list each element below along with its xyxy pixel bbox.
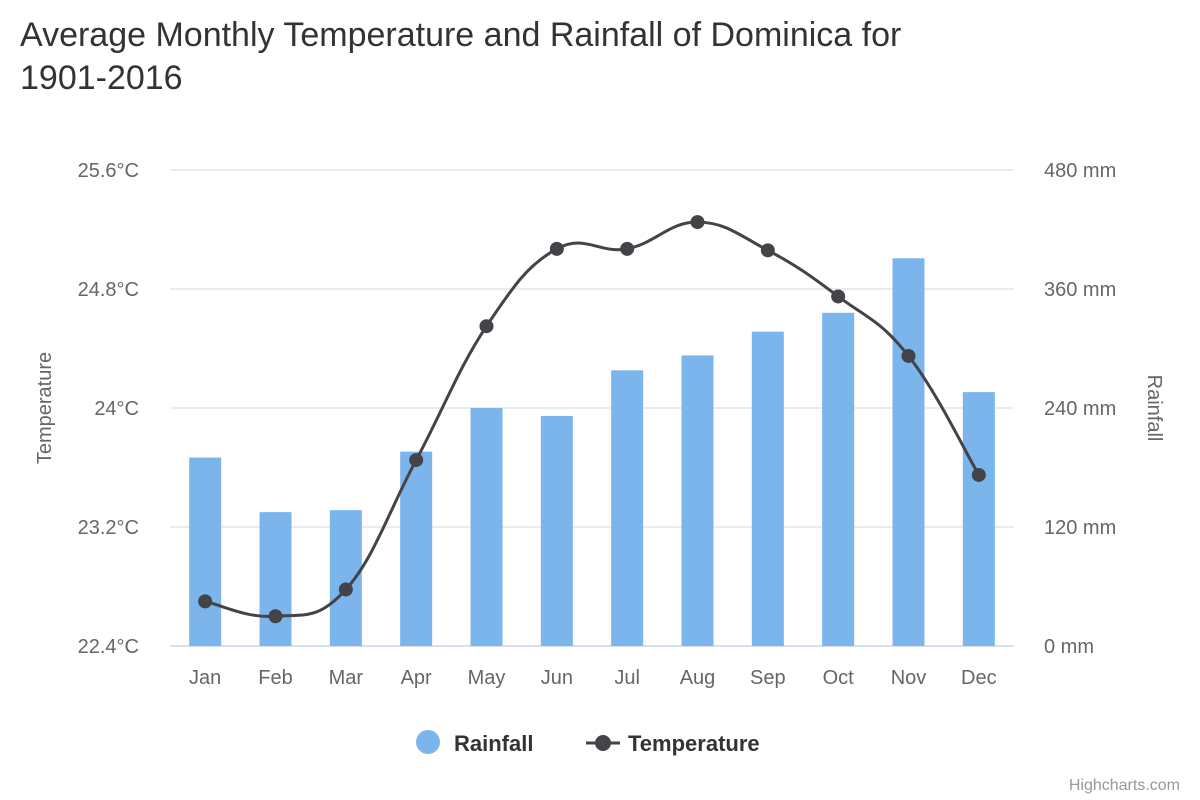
legend-item-temperature[interactable]: Temperature [586,731,760,756]
x-axis-tick-label: Nov [891,667,927,689]
rainfall-bar[interactable] [892,258,925,646]
temperature-point[interactable] [760,243,775,258]
legend-rainfall-label: Rainfall [454,731,533,756]
legend-rainfall-symbol [416,730,440,754]
chart-title: Average Monthly Temperature and Rainfall… [20,16,901,97]
x-axis-tick-label: Jan [189,667,221,689]
rainfall-bar[interactable] [611,370,644,646]
left-axis-tick-label: 23.2°C [78,517,139,539]
x-axis-tick-label: Dec [961,667,997,689]
right-axis-tick-label: 240 mm [1044,398,1116,420]
x-axis-tick-label: Apr [401,667,432,689]
left-axis-tick-label: 22.4°C [78,636,139,658]
rainfall-series [189,258,995,646]
right-axis-tick-label: 480 mm [1044,160,1116,182]
temperature-point[interactable] [901,348,916,363]
temperature-line [204,220,981,618]
rainfall-bar[interactable] [822,312,855,646]
rainfall-bar[interactable] [681,355,714,646]
x-axis-tick-label: Mar [329,667,364,689]
right-axis-tick-label: 0 mm [1044,636,1094,658]
legend-item-rainfall[interactable]: Rainfall [416,730,533,756]
x-axis-tick-label: May [468,667,506,689]
rainfall-bar[interactable] [470,408,503,646]
x-axis-tick-label: Aug [680,667,716,689]
temperature-point[interactable] [198,594,213,609]
temperature-point[interactable] [549,241,564,256]
chart-title-line-1: Average Monthly Temperature and Rainfall… [20,16,901,54]
temperature-point[interactable] [831,289,846,304]
gridlines [170,169,1014,647]
rainfall-bar[interactable] [751,331,784,646]
temperature-point[interactable] [620,241,635,256]
credits-link[interactable]: Highcharts.com [1069,777,1180,794]
left-axis-tick-label: 24.8°C [78,279,139,301]
legend-temperature-symbol [595,735,611,751]
rainfall-bar[interactable] [259,512,292,646]
x-axis-tick-label: Oct [823,667,855,689]
temperature-point[interactable] [971,467,986,482]
left-axis-tick-label: 25.6°C [78,160,139,182]
left-axis-labels: 22.4°C 23.2°C 24°C 24.8°C 25.6°C [78,160,139,658]
temperature-point[interactable] [338,582,353,597]
legend: Rainfall Temperature [416,730,760,756]
x-axis-tick-label: Jun [541,667,573,689]
x-axis-labels: Jan Feb Mar Apr May Jun Jul Aug Sep Oct Nov Dec [189,667,997,689]
rainfall-bar[interactable] [189,457,222,646]
chart-title-line-2: 1901-2016 [20,59,183,97]
left-axis-tick-label: 24°C [94,398,139,420]
rainfall-bar[interactable] [329,510,362,646]
x-axis-tick-label: Jul [614,667,640,689]
temperature-point[interactable] [479,319,494,334]
temperature-point[interactable] [409,453,424,468]
temperature-point[interactable] [690,215,705,230]
right-axis-title: Rainfall [1143,375,1165,442]
right-axis-tick-label: 360 mm [1044,279,1116,301]
temperature-point[interactable] [268,609,283,624]
legend-temperature-label: Temperature [628,731,760,756]
left-axis-title: Temperature [34,352,56,464]
right-axis-tick-label: 120 mm [1044,517,1116,539]
right-axis-labels: 0 mm 120 mm 240 mm 360 mm 480 mm [1044,160,1116,658]
temperature-series [198,215,986,624]
x-axis-tick-label: Sep [750,667,786,689]
rainfall-bar[interactable] [962,392,995,646]
rainfall-bar[interactable] [540,415,573,646]
x-axis-tick-label: Feb [258,667,292,689]
